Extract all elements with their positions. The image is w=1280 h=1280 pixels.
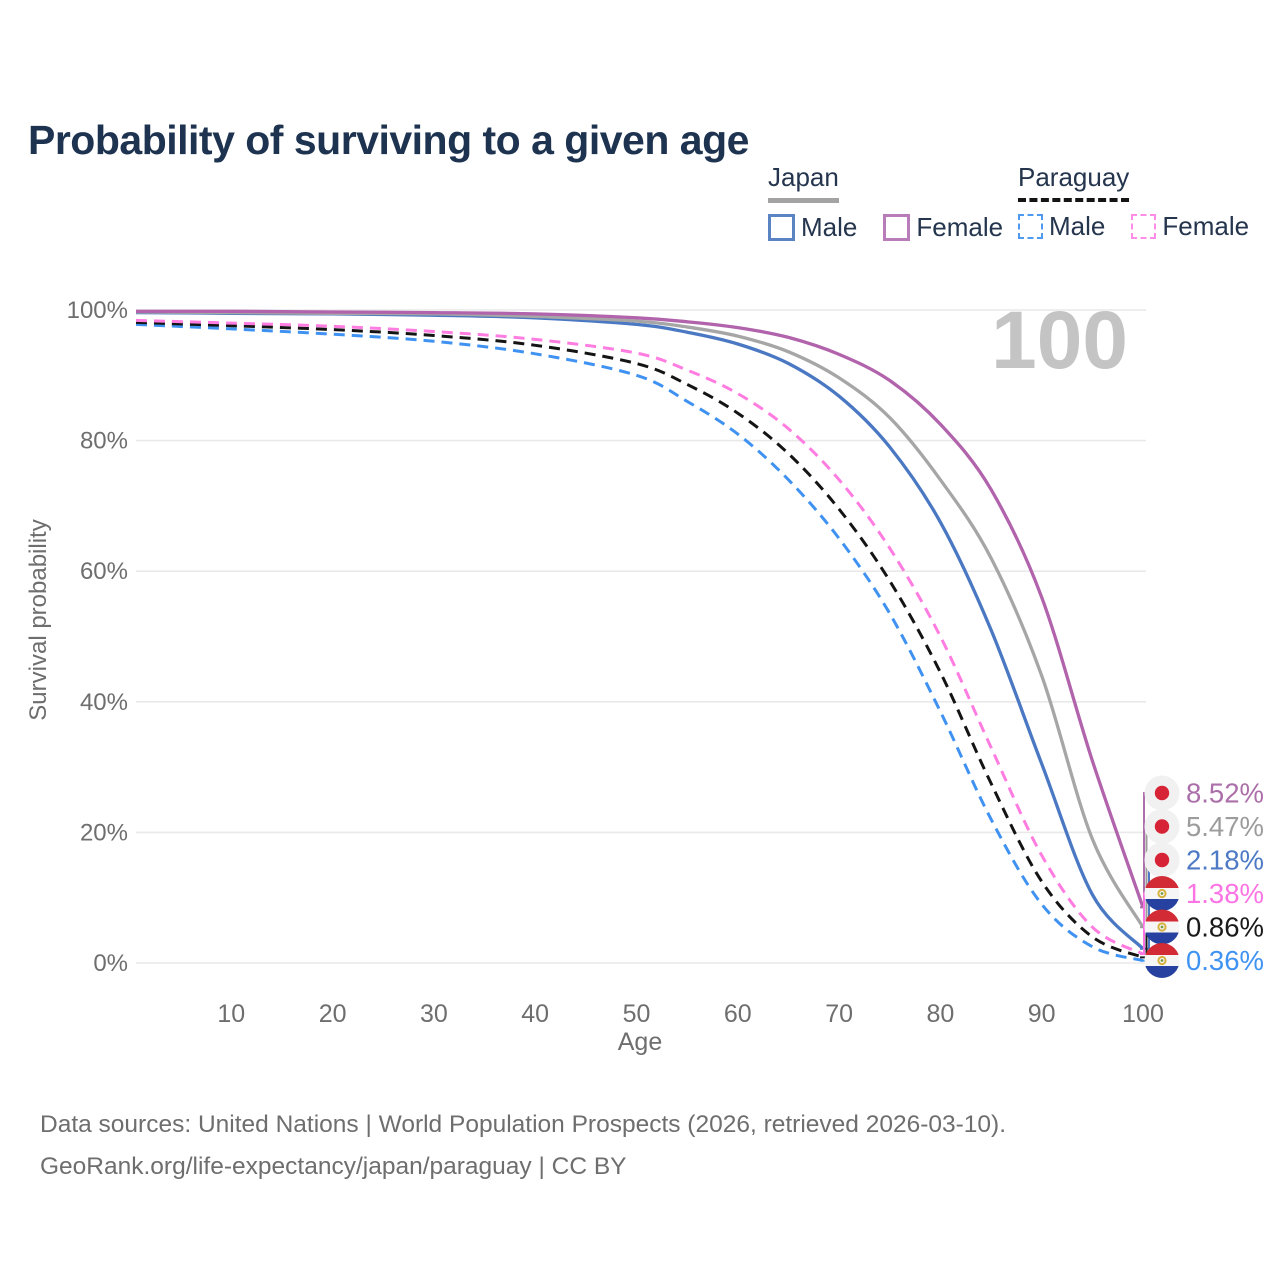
x-tick-label: 70 — [825, 1000, 853, 1028]
paraguay-female-swatch-icon[interactable] — [1131, 214, 1157, 239]
y-tick-label: 20% — [80, 819, 128, 846]
paraguay-red-stripe — [1144, 876, 1180, 888]
paraguay-emblem-center — [1160, 959, 1164, 962]
curve-japan-total — [135, 310, 1145, 929]
y-axis-title: Survival probability — [25, 519, 52, 720]
japan-male-swatch-icon[interactable] — [768, 214, 795, 241]
footer-data-sources: Data sources: United Nations | World Pop… — [40, 1111, 1007, 1138]
footer-source-url[interactable]: GeoRank.org/life-expectancy/japan/paragu… — [40, 1153, 627, 1180]
legend-country-paraguay[interactable]: Paraguay — [1018, 162, 1130, 202]
legend-group-japan: Japan Male Female — [768, 162, 1021, 243]
paraguay-blue-stripe — [1144, 899, 1180, 911]
x-tick-label: 80 — [926, 1000, 954, 1028]
end-value-label-japan-male: 2.18% — [1186, 845, 1264, 876]
paraguay-emblem — [1157, 955, 1167, 966]
japan-flag-sun — [1154, 785, 1170, 801]
legend-row-paraguay: Male Female — [1018, 211, 1267, 242]
paraguay-blue-stripe — [1144, 966, 1180, 978]
legend-label-japan-female: Female — [916, 212, 1004, 242]
paraguay-male-swatch-icon[interactable] — [1018, 214, 1043, 239]
legend-label-paraguay-female: Female — [1162, 211, 1250, 241]
legend-label-paraguay-male: Male — [1049, 211, 1106, 241]
end-value-label-paraguay-total: 0.86% — [1186, 912, 1264, 943]
japan-flag-icon — [1144, 809, 1180, 844]
x-tick-label: 20 — [319, 1000, 347, 1028]
footer-attribution: Data sources: United Nations | World Pop… — [40, 1104, 1006, 1188]
japan-flag-sun — [1154, 819, 1170, 834]
y-tick-label: 100% — [67, 297, 128, 324]
end-value-label-paraguay-male: 0.36% — [1186, 945, 1264, 976]
japan-flag-sun — [1154, 852, 1170, 868]
curve-paraguay-male — [135, 322, 1144, 963]
x-tick-label: 50 — [623, 1000, 651, 1028]
end-value-label-japan-total: 5.47% — [1186, 811, 1264, 842]
paraguay-emblem-center — [1160, 892, 1164, 895]
legend-item-japan-female[interactable]: Female — [883, 212, 1003, 243]
x-tick-label: 30 — [420, 1000, 448, 1028]
x-tick-label: 90 — [1028, 1000, 1056, 1028]
curve-paraguay-female — [135, 318, 1144, 956]
paraguay-flag-icon — [1144, 876, 1180, 911]
japan-flag-icon — [1144, 842, 1180, 878]
x-tick-label: 40 — [521, 1000, 549, 1028]
curve-japan-male — [135, 310, 1145, 950]
legend-group-paraguay: Paraguay Male Female — [1018, 162, 1267, 242]
paraguay-emblem — [1157, 922, 1167, 932]
age-watermark: 100 — [991, 295, 1128, 386]
legend-row-japan: Male Female — [768, 212, 1021, 243]
y-tick-label: 80% — [80, 428, 128, 455]
end-value-label-japan-female: 8.52% — [1186, 778, 1264, 809]
paraguay-flag-icon — [1144, 909, 1180, 945]
japan-female-swatch-icon[interactable] — [883, 214, 911, 241]
x-tick-label: 100 — [1122, 1000, 1164, 1028]
x-tick-label: 10 — [217, 1000, 245, 1028]
legend-label-japan-male: Male — [801, 212, 858, 242]
y-tick-label: 0% — [93, 950, 128, 977]
end-label-connector-japan-total — [1140, 825, 1152, 929]
paraguay-emblem-center — [1160, 925, 1164, 929]
legend-country-japan[interactable]: Japan — [768, 162, 839, 203]
legend-item-paraguay-male[interactable]: Male — [1018, 211, 1105, 242]
paraguay-emblem — [1157, 888, 1167, 899]
japan-flag-icon — [1144, 775, 1180, 811]
curve-japan-female — [135, 309, 1145, 908]
x-tick-label: 60 — [724, 1000, 752, 1028]
legend-item-paraguay-female[interactable]: Female — [1131, 211, 1249, 242]
end-value-label-paraguay-female: 1.38% — [1186, 878, 1264, 909]
y-tick-label: 40% — [80, 689, 128, 716]
y-tick-label: 60% — [80, 558, 128, 585]
paraguay-red-stripe — [1144, 909, 1180, 922]
paraguay-blue-stripe — [1144, 932, 1180, 945]
legend-item-japan-male[interactable]: Male — [768, 212, 857, 243]
x-axis-title: Age — [618, 1028, 662, 1056]
page-title: Probability of surviving to a given age — [28, 117, 749, 164]
paraguay-flag-icon — [1144, 943, 1180, 978]
paraguay-red-stripe — [1144, 943, 1180, 955]
curve-paraguay-total — [135, 320, 1144, 959]
